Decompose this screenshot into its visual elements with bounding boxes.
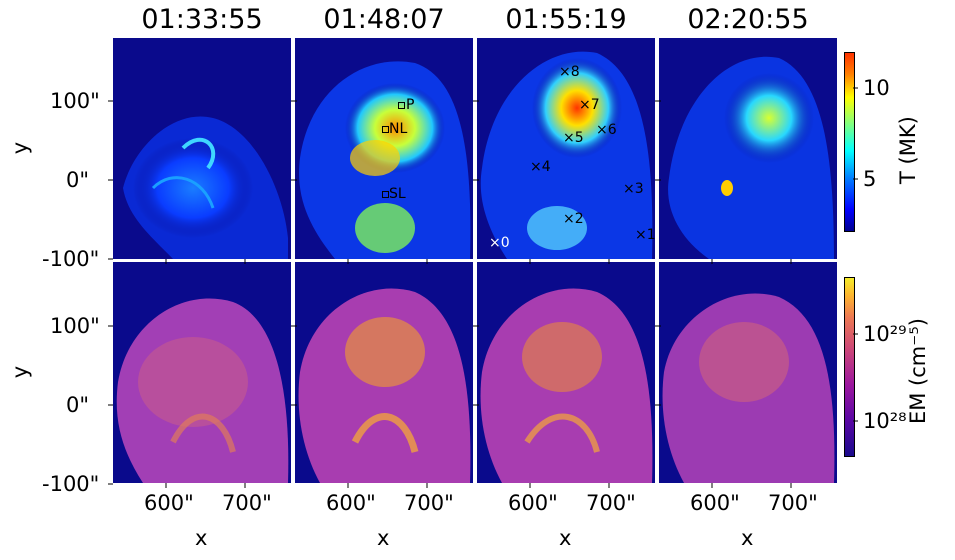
emission-colorbar-label: EM (cm⁻⁵) [906, 318, 930, 424]
loop-marker-sl [382, 191, 389, 198]
emission-map-1-image [116, 298, 289, 483]
emission-map-2-image [298, 288, 471, 483]
x-tick-2-700: 700" [404, 491, 454, 515]
y-axis-label-top: y [8, 141, 33, 155]
loop-label-sl: SL [389, 186, 406, 202]
emission-map-1 [113, 262, 291, 483]
point-label-6: ×6 [596, 122, 617, 138]
panel-title-2: 01:48:07 [323, 4, 445, 35]
emission-tick-29: 10²⁹ [863, 322, 907, 346]
emission-tick-28: 10²⁸ [863, 409, 907, 433]
temperature-map-3-image [480, 51, 653, 259]
emission-colorbar [844, 277, 855, 457]
x-tick-2-600: 600" [326, 491, 376, 515]
loop-marker-nl [382, 126, 389, 133]
emission-colorbar-ticks [853, 333, 858, 422]
y-tick-top-0: 0" [66, 168, 90, 192]
point-label-5: ×5 [563, 130, 584, 146]
point-label-8: ×8 [559, 64, 580, 80]
temperature-map-2 [295, 38, 473, 259]
y-tick-bottom-100: 100" [50, 314, 100, 338]
x-tick-4-600: 600" [690, 491, 740, 515]
emission-map-4-image [662, 293, 835, 483]
temperature-map-3 [477, 38, 655, 259]
point-label-1: ×1 [635, 227, 656, 243]
temperature-colorbar-ticks [853, 87, 858, 180]
x-tick-4-700: 700" [768, 491, 818, 515]
emission-map-3-image [480, 288, 653, 483]
y-tick-bottom-neg100: -100" [42, 472, 100, 496]
temperature-map-1 [113, 38, 291, 259]
temperature-tick-5: 5 [863, 167, 877, 191]
tick-marks [108, 100, 792, 488]
loop-label-nl: NL [389, 121, 408, 137]
loop-marker-p [398, 102, 405, 109]
emission-map-3 [477, 262, 655, 483]
temperature-map-4-image [668, 56, 834, 259]
y-tick-top-neg100: -100" [42, 247, 100, 271]
temperature-colorbar-label: T (MK) [896, 116, 920, 184]
panel-title-4: 02:20:55 [687, 4, 809, 35]
y-axis-label-bottom: y [8, 365, 33, 379]
point-label-3: ×3 [623, 181, 644, 197]
x-tick-3-700: 700" [586, 491, 636, 515]
x-axis-label-4: x [741, 526, 754, 550]
emission-map-4 [659, 262, 837, 483]
emission-map-2 [295, 262, 473, 483]
loop-label-p: P [406, 97, 415, 113]
x-tick-1-700: 700" [222, 491, 272, 515]
x-tick-3-600: 600" [508, 491, 558, 515]
temperature-colorbar [844, 52, 855, 232]
x-tick-1-600: 600" [144, 491, 194, 515]
temperature-map-2-image [299, 61, 471, 259]
x-axis-label-3: x [559, 526, 572, 550]
temperature-tick-10: 10 [863, 76, 890, 100]
point-label-2: ×2 [563, 211, 584, 227]
y-tick-bottom-0: 0" [66, 393, 90, 417]
temperature-map-4 [659, 38, 837, 259]
panel-title-1: 01:33:55 [141, 4, 263, 35]
temperature-map-1-image [123, 116, 288, 259]
x-axis-label-2: x [377, 526, 390, 550]
point-label-4: ×4 [530, 159, 551, 175]
x-axis-label-1: x [195, 526, 208, 550]
panel-title-3: 01:55:19 [505, 4, 627, 35]
y-tick-top-100: 100" [50, 89, 100, 113]
point-label-0: ×0 [489, 235, 510, 251]
point-label-7: ×7 [579, 97, 600, 113]
